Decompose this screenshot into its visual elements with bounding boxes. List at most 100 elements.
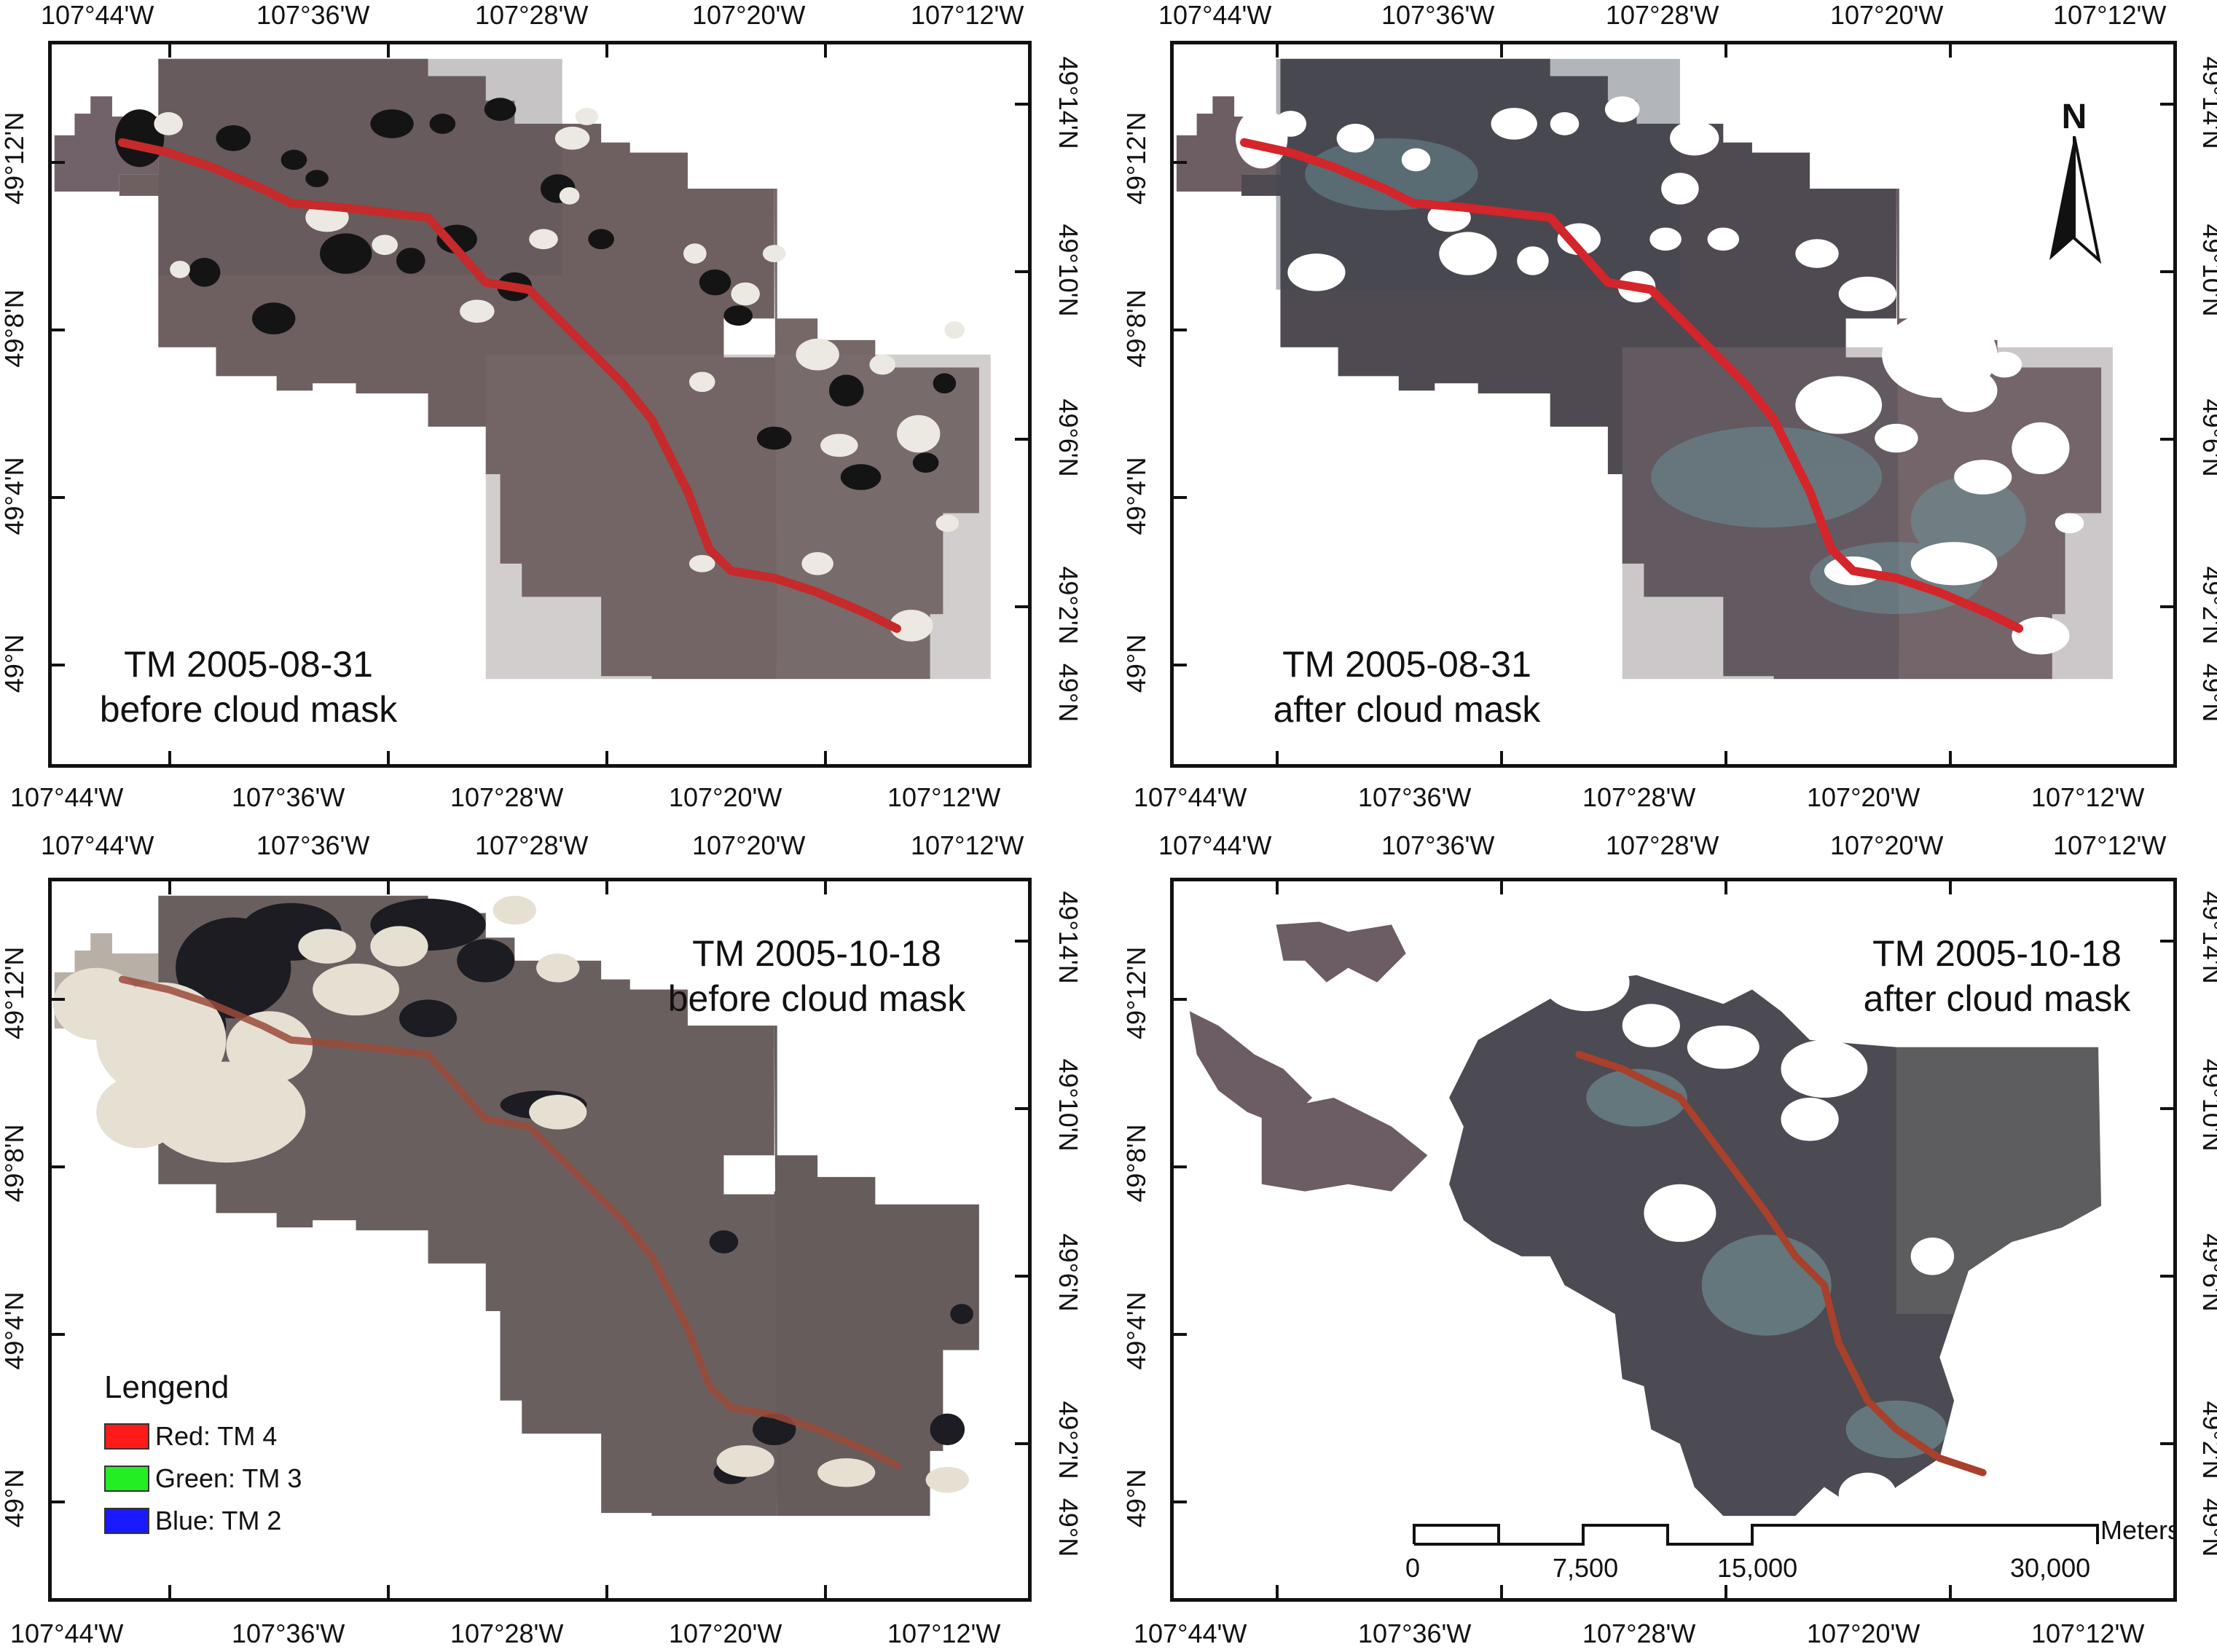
clouds [154, 108, 965, 642]
tick [2160, 270, 2173, 273]
tick [1500, 751, 1503, 764]
lat-label: 49°8'N [0, 289, 29, 368]
tick [1500, 44, 1503, 58]
lon-label: 107°12'W [887, 782, 1001, 812]
scale-label: 7,500 [1553, 1553, 1619, 1583]
north-arrow-label: N [2061, 98, 2087, 136]
lon-label: 107°20'W [692, 0, 806, 30]
lon-label: 107°44'W [41, 830, 154, 860]
lat-label: 49°N [1121, 634, 1151, 693]
tick [168, 44, 171, 58]
lon-label: 107°36'W [1358, 782, 1472, 812]
tick [1949, 881, 1952, 894]
lon-label: 107°28'W [1606, 830, 1719, 860]
lat-label: 49°12'N [0, 111, 29, 205]
lon-label: 107°44'W [1158, 0, 1272, 30]
lon-label: 107°36'W [232, 782, 345, 812]
tick [1174, 998, 1187, 1001]
lat-label: 49°14'N [2197, 891, 2217, 984]
lon-label: 107°36'W [256, 830, 370, 860]
legend: Lengend Red: TM 4 Green: TM 3 Blue: TM 2 [104, 1369, 302, 1549]
tick [52, 1165, 65, 1168]
clouds [52, 895, 970, 1493]
lat-label: 49°N [1053, 663, 1083, 723]
tick [605, 44, 608, 58]
lon-label: 107°20'W [1830, 830, 1944, 860]
lon-label: 107°28'W [475, 830, 589, 860]
map-panel-bl: TM 2005-10-18 before cloud mask Lengend … [48, 878, 1032, 1602]
tick [1500, 881, 1503, 894]
lon-label: 107°44'W [10, 1618, 124, 1648]
legend-item-label: Blue: TM 2 [155, 1506, 282, 1535]
lat-label: 49°N [1121, 1468, 1151, 1528]
lon-label: 107°36'W [1381, 830, 1495, 860]
tick [1174, 664, 1187, 666]
tick [1174, 329, 1187, 331]
panel-title-line1: TM 2005-10-18 [692, 933, 941, 974]
river [118, 975, 900, 1469]
north-arrow: N [2045, 97, 2103, 272]
tick [168, 881, 171, 894]
tick [168, 1585, 171, 1598]
lat-label: 49°N [0, 634, 29, 693]
lat-label: 49°N [1053, 1498, 1083, 1557]
lat-label: 49°14'N [1053, 56, 1083, 149]
tick [2160, 1275, 2173, 1278]
tick [824, 751, 827, 764]
lat-label: 49°2'N [2197, 566, 2217, 645]
tick [52, 664, 65, 666]
lat-label: 49°14'N [1053, 891, 1083, 984]
lon-label: 107°36'W [1358, 1618, 1472, 1648]
masked-areas [1542, 953, 2005, 1517]
lon-label: 107°36'W [256, 0, 370, 30]
lat-label: 49°4'N [0, 457, 29, 535]
tick [2160, 1107, 2173, 1110]
tick [1276, 44, 1279, 58]
map-panel-tl: TM 2005-08-31 before cloud mask [48, 41, 1032, 768]
image-footprint-central [1241, 58, 1899, 680]
image-footprint-east [774, 1025, 979, 1517]
tick [2160, 605, 2173, 608]
lat-label: 49°14'N [2197, 56, 2217, 149]
tick [1015, 438, 1028, 441]
scale-label: 30,000 [2010, 1553, 2091, 1583]
tick [1174, 161, 1187, 164]
legend-item: Blue: TM 2 [104, 1506, 302, 1535]
tick [387, 751, 390, 764]
lon-label: 107°28'W [475, 0, 589, 30]
panel-title-line1: TM 2005-10-18 [1872, 933, 2122, 974]
lon-label: 107°20'W [1807, 782, 1920, 812]
legend-heading: Lengend [104, 1369, 229, 1405]
lat-label: 49°4'N [1121, 1291, 1151, 1370]
lon-label: 107°28'W [1582, 782, 1696, 812]
panel-title-line1: TM 2005-08-31 [1282, 644, 1531, 685]
panel-title-line2: after cloud mask [1273, 689, 1541, 730]
lat-label: 49°12'N [1121, 946, 1151, 1039]
tick [52, 496, 65, 499]
lon-label: 107°44'W [1134, 1618, 1247, 1648]
lon-label: 107°44'W [10, 782, 124, 812]
lat-label: 49°2'N [1053, 1401, 1083, 1479]
tick [52, 998, 65, 1001]
lon-label: 107°12'W [2031, 782, 2145, 812]
lon-label: 107°44'W [1134, 782, 1247, 812]
legend-item: Red: TM 4 [104, 1421, 302, 1451]
panel-title: TM 2005-08-31 before cloud mask [81, 642, 416, 732]
tick [1949, 1585, 1952, 1598]
tick [387, 44, 390, 58]
tick [52, 329, 65, 331]
tick [1724, 751, 1727, 764]
tick [1724, 44, 1727, 58]
scale-unit: Meters [2100, 1515, 2177, 1545]
lon-label: 107°28'W [450, 1618, 564, 1648]
legend-swatch-red [104, 1423, 149, 1450]
lat-label: 49°12'N [1121, 111, 1151, 205]
tick [1015, 103, 1028, 106]
panel-title-line2: after cloud mask [1863, 978, 2131, 1019]
tick [2160, 438, 2173, 441]
image-footprint-central [119, 58, 777, 680]
legend-swatch-green [104, 1466, 149, 1492]
lon-label: 107°20'W [692, 830, 806, 860]
tick [1949, 44, 1952, 58]
legend-item: Green: TM 3 [104, 1463, 302, 1493]
